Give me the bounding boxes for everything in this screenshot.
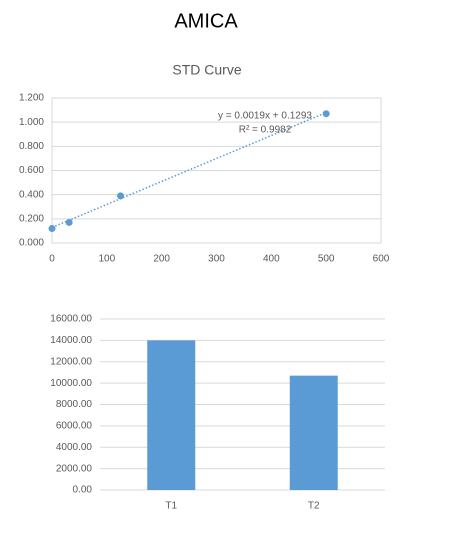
y-tick-label: 0.00 (73, 485, 93, 496)
x-tick-label: 600 (373, 254, 390, 265)
y-tick-label: 0.800 (19, 141, 44, 152)
y-tick-label: 0.600 (19, 165, 44, 176)
chart-title: STD Curve (172, 62, 241, 78)
y-tick-label: 2000.00 (56, 463, 93, 474)
x-tick-label: T2 (308, 501, 320, 512)
y-tick-label: 1.200 (19, 93, 44, 104)
x-tick-label: 300 (208, 254, 225, 265)
y-tick-label: 6000.00 (56, 421, 93, 432)
y-tick-label: 1.000 (19, 117, 44, 128)
y-tick-label: 10000.00 (50, 378, 92, 389)
annotation: y = 0.0019x + 0.1293 (218, 111, 312, 122)
y-tick-label: 12000.00 (50, 356, 92, 367)
y-tick-label: 0.000 (19, 238, 44, 249)
x-tick-label: 500 (318, 254, 335, 265)
trendline (51, 111, 327, 229)
bar (147, 340, 196, 490)
page-title: AMICA (174, 10, 238, 32)
x-tick-label: 0 (49, 254, 55, 265)
annotation: R² = 0.9982 (239, 125, 292, 136)
y-tick-label: 0.400 (19, 189, 44, 200)
y-tick-label: 14000.00 (50, 335, 92, 346)
x-tick-label: 400 (263, 254, 280, 265)
y-tick-label: 4000.00 (56, 442, 93, 453)
x-tick-label: 200 (153, 254, 170, 265)
y-tick-label: 16000.00 (50, 314, 92, 325)
y-tick-label: 8000.00 (56, 399, 93, 410)
bar (289, 375, 338, 490)
data-point (322, 110, 330, 118)
x-tick-label: T1 (165, 501, 177, 512)
y-tick-label: 0.200 (19, 213, 44, 224)
data-point (117, 192, 125, 200)
data-point (65, 218, 73, 226)
x-tick-label: 100 (98, 254, 115, 265)
data-point (48, 225, 56, 232)
